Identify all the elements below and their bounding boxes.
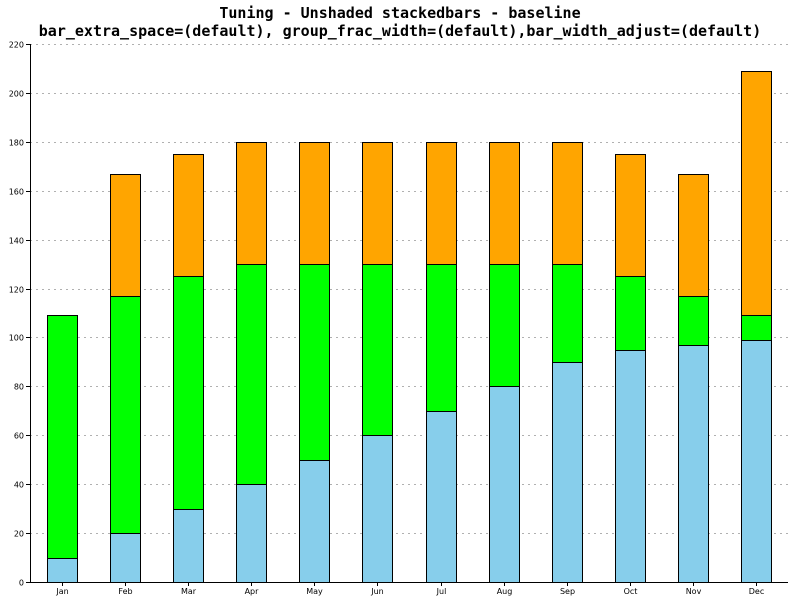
x-tick-label-sep: Sep xyxy=(560,587,575,596)
bar-segment-mar-1 xyxy=(173,276,204,510)
bar-segment-feb-1 xyxy=(110,296,141,534)
bar-segment-jan-1 xyxy=(47,315,78,559)
y-tick-label: 220 xyxy=(9,41,24,50)
bar-segment-apr-0 xyxy=(236,484,267,583)
bar-segment-dec-2 xyxy=(741,71,772,316)
bar-segment-may-2 xyxy=(299,142,330,265)
chart-title: Tuning - Unshaded stackedbars - baseline xyxy=(219,4,581,22)
bar-segment-jun-2 xyxy=(362,142,393,265)
y-tick-label: 100 xyxy=(9,334,24,343)
bar-segment-sep-1 xyxy=(552,264,583,363)
bar-segment-oct-1 xyxy=(615,276,646,351)
bar-segment-oct-0 xyxy=(615,350,646,583)
bar-segment-nov-1 xyxy=(678,296,709,346)
x-tick-label-mar: Mar xyxy=(181,587,197,596)
chart-subtitle: bar_extra_space=(default), group_frac_wi… xyxy=(38,22,762,40)
bar-segment-aug-0 xyxy=(489,386,520,583)
y-tick-label: 80 xyxy=(14,383,24,392)
bar-segment-sep-2 xyxy=(552,142,583,265)
bar-segment-dec-0 xyxy=(741,340,772,583)
bar-segment-nov-0 xyxy=(678,345,709,583)
bar-segment-jun-1 xyxy=(362,264,393,436)
bar-segment-apr-1 xyxy=(236,264,267,485)
y-tick-label: 200 xyxy=(9,90,24,99)
bar-segment-jun-0 xyxy=(362,435,393,583)
x-tick-label-jan: Jan xyxy=(55,587,68,596)
x-tick-label-jul: Jul xyxy=(436,587,447,596)
y-tick-label: 120 xyxy=(9,286,24,295)
bar-segment-dec-1 xyxy=(741,315,772,341)
bar-segment-oct-2 xyxy=(615,154,646,277)
bar-segment-apr-2 xyxy=(236,142,267,265)
x-tick-label-jun: Jun xyxy=(370,587,384,596)
bar-segment-jul-1 xyxy=(426,264,457,412)
x-tick-label-oct: Oct xyxy=(624,587,638,596)
bar-segment-mar-0 xyxy=(173,509,204,583)
y-tick-label: 0 xyxy=(19,579,24,588)
y-tick-label: 40 xyxy=(14,481,24,490)
x-tick-label-may: May xyxy=(306,587,323,596)
y-tick-label: 140 xyxy=(9,237,24,246)
x-tick-label-dec: Dec xyxy=(749,587,764,596)
x-tick-label-nov: Nov xyxy=(686,587,702,596)
bar-segment-jul-2 xyxy=(426,142,457,265)
y-tick-label: 20 xyxy=(14,530,24,539)
y-tick-label: 180 xyxy=(9,139,24,148)
x-tick-label-apr: Apr xyxy=(245,587,260,596)
bar-segment-aug-1 xyxy=(489,264,520,387)
bar-segment-aug-2 xyxy=(489,142,520,265)
bar-segment-jul-0 xyxy=(426,411,457,583)
bar-segment-jan-0 xyxy=(47,558,78,583)
bar-segment-may-0 xyxy=(299,460,330,583)
x-tick-label-feb: Feb xyxy=(118,587,132,596)
bar-segment-sep-0 xyxy=(552,362,583,583)
y-tick-label: 60 xyxy=(14,432,24,441)
x-tick-label-aug: Aug xyxy=(497,587,513,596)
bar-segment-mar-2 xyxy=(173,154,204,277)
bar-segment-nov-2 xyxy=(678,174,709,297)
bar-segment-feb-0 xyxy=(110,533,141,583)
y-tick-label: 160 xyxy=(9,188,24,197)
bar-segment-may-1 xyxy=(299,264,330,461)
bar-segment-feb-2 xyxy=(110,174,141,297)
